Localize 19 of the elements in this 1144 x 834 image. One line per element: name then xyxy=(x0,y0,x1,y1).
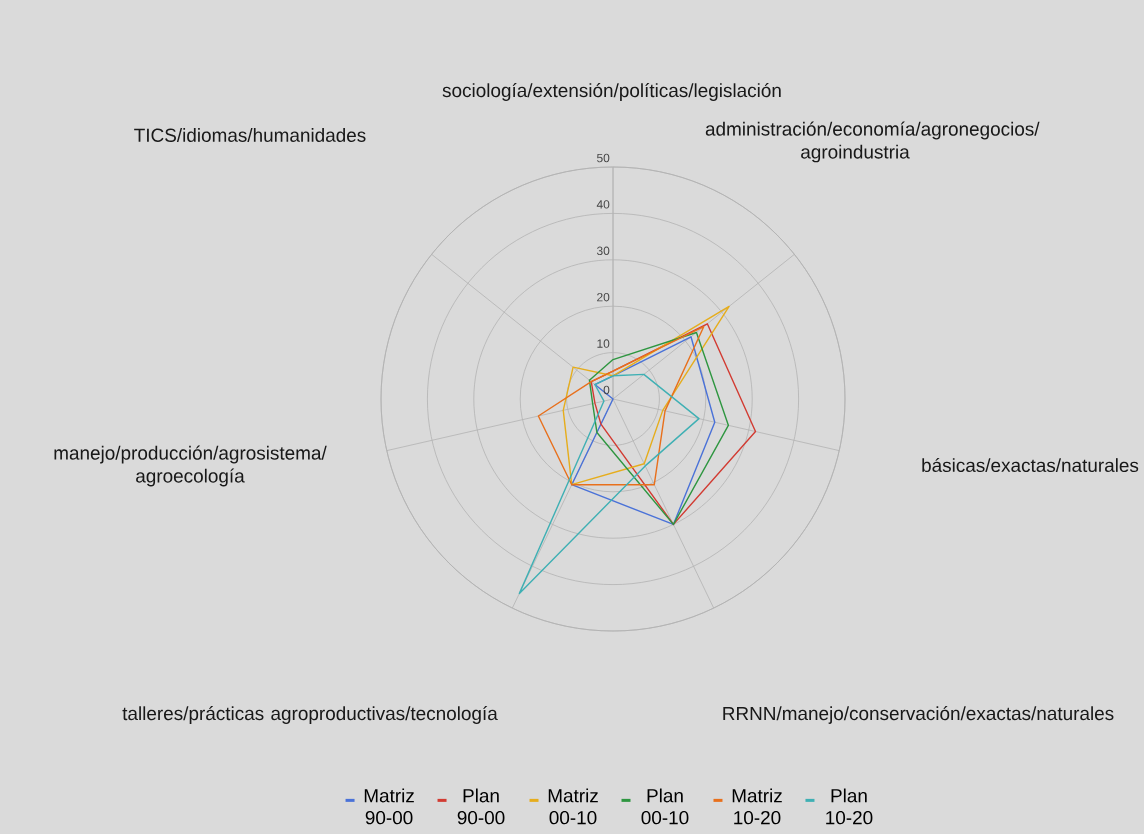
y-tick-label: 10 xyxy=(597,339,610,348)
spoke-label: manejo/producción/agrosistema/ agroecología xyxy=(54,445,327,487)
spoke-label: sociología/extensión/políticas/legislación xyxy=(442,83,781,101)
y-tick-label: 30 xyxy=(596,246,610,256)
spoke-label: TICS/idiomas/humanidades xyxy=(134,128,366,142)
legend-label: Plan 90-00 xyxy=(457,788,505,825)
y-tick-label: 20 xyxy=(597,292,610,302)
legend-label: Matriz 90-00 xyxy=(364,788,414,825)
legend-label: Plan 10-20 xyxy=(826,788,873,825)
y-tick-label: 50 xyxy=(596,153,610,163)
spoke-label: RRNN/manejo/conservación/exactas/naturales xyxy=(723,706,1114,724)
legend-label: Matriz 10-20 xyxy=(732,788,782,825)
y-tick-label: 40 xyxy=(596,200,610,209)
spoke-label: talleres/prácticas agroproductivas/tecnología xyxy=(122,706,498,724)
legend-label: Plan 00-10 xyxy=(641,788,689,825)
spoke-label: administración/economía/agronegocios/ agroindustria xyxy=(705,121,1040,163)
spoke-label: básicas/exactas/naturales xyxy=(922,457,1139,473)
y-tick-label: 0 xyxy=(603,385,610,395)
legend-label: Matriz 00-10 xyxy=(548,788,598,825)
